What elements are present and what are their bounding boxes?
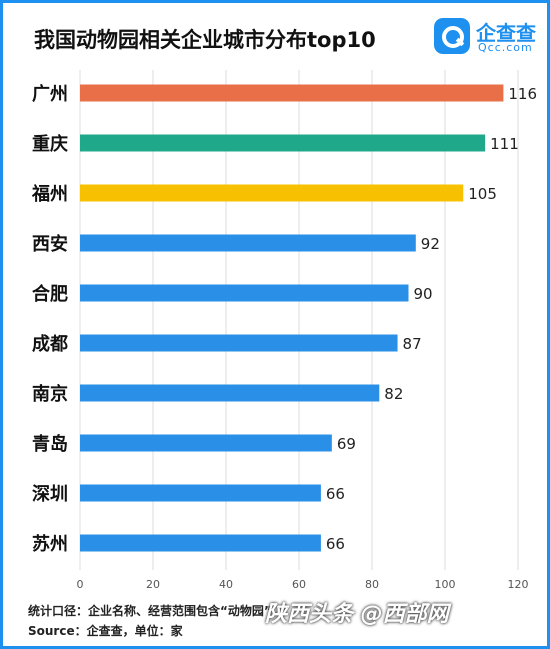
bar <box>80 284 409 302</box>
category-label: 西安 <box>32 233 68 255</box>
category-label: 合肥 <box>32 283 68 305</box>
data-label: 105 <box>468 185 497 203</box>
bar <box>80 234 416 252</box>
bar <box>80 434 332 452</box>
category-label: 成都 <box>32 333 68 355</box>
x-tick-label: 80 <box>365 578 379 591</box>
bar <box>80 534 321 552</box>
x-tick-label: 40 <box>219 578 233 591</box>
x-tick-label: 120 <box>508 578 529 591</box>
data-label: 111 <box>490 135 519 153</box>
bar-chart: 0 20 40 60 80 100 120 广州 116 重庆 111 福州 105 西安 92 合肥 90 成都… <box>31 70 537 591</box>
qcc-logo-icon <box>434 18 470 54</box>
bar <box>80 134 486 152</box>
category-label: 福州 <box>31 183 68 205</box>
data-label: 90 <box>414 285 433 303</box>
logo-ring <box>442 26 464 48</box>
bar <box>80 184 464 202</box>
data-label: 87 <box>403 335 422 353</box>
logo-name: 企查查 <box>476 21 536 45</box>
x-tick-label: 0 <box>77 578 84 591</box>
data-label: 82 <box>384 385 403 403</box>
data-label: 92 <box>421 235 440 253</box>
scope-note: 统计口径：企业名称、经营范围包含“动物园” <box>28 604 272 618</box>
data-label: 66 <box>326 535 345 553</box>
category-label: 广州 <box>32 83 68 105</box>
category-label: 深圳 <box>32 483 68 505</box>
bar <box>80 84 504 102</box>
x-tick-label: 100 <box>435 578 456 591</box>
x-tick-label: 20 <box>146 578 160 591</box>
source-note: Source：企查查，单位：家 <box>28 624 183 638</box>
category-label: 青岛 <box>32 433 68 455</box>
category-label: 南京 <box>32 383 68 405</box>
category-label: 苏州 <box>32 533 68 555</box>
data-label: 69 <box>337 435 356 453</box>
watermark: 陕西头条 @西部网 <box>265 602 449 627</box>
category-label: 重庆 <box>32 133 68 155</box>
bar <box>80 384 380 402</box>
bar <box>80 484 321 502</box>
bar <box>80 334 398 352</box>
chart-title: 我国动物园相关企业城市分布top10 <box>34 28 376 52</box>
data-label: 116 <box>508 85 537 103</box>
x-tick-label: 60 <box>292 578 306 591</box>
data-label: 66 <box>326 485 345 503</box>
logo-domain: Qcc.com <box>478 41 533 54</box>
